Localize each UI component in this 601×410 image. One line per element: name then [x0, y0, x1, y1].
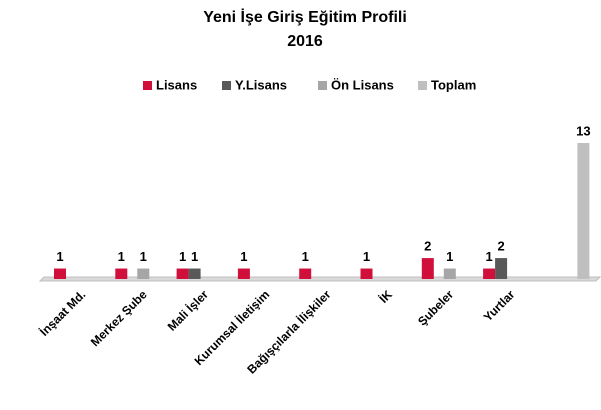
x-tick-label: Mali İşler [164, 287, 211, 334]
legend-label: Lisans [156, 77, 197, 92]
data-label: 2 [424, 239, 431, 254]
bar [495, 258, 508, 279]
data-label: 1 [56, 249, 63, 264]
chart-subtitle: 2016 [287, 33, 323, 50]
bar [115, 268, 128, 279]
data-label: 1 [179, 249, 186, 264]
bar [54, 268, 66, 279]
bar [176, 268, 189, 279]
data-label: 1 [240, 249, 247, 264]
data-label: 1 [191, 249, 198, 264]
x-tick-label: Şubeler [415, 287, 456, 328]
data-label: 2 [497, 239, 504, 254]
legend-swatch [418, 81, 427, 90]
legend-swatch [143, 81, 152, 90]
x-tick-label: İK [376, 287, 395, 306]
bar [237, 268, 250, 279]
bar [188, 268, 201, 279]
bar [421, 258, 434, 279]
bar [577, 143, 590, 279]
bar [483, 268, 496, 279]
bar [137, 268, 150, 279]
data-label: 1 [140, 249, 147, 264]
legend-label: Toplam [431, 77, 476, 92]
data-label: 1 [302, 249, 309, 264]
bar [360, 268, 373, 279]
legend-swatch [318, 81, 327, 90]
bar [443, 268, 456, 279]
x-tick-label: Merkez Şube [88, 287, 150, 349]
bar [299, 268, 312, 279]
data-label: 1 [446, 249, 453, 264]
data-label: 13 [576, 123, 590, 138]
legend-label: Y.Lisans [235, 77, 287, 92]
chart-title: Yeni İşe Giriş Eğitim Profili [203, 8, 407, 26]
legend-label: Ön Lisans [331, 77, 394, 92]
data-label: 1 [363, 249, 370, 264]
legend-swatch [222, 81, 231, 90]
data-label: 1 [118, 249, 125, 264]
x-tick-label: İnşaat Md. [36, 287, 88, 339]
x-tick-label: Yurtlar [481, 287, 518, 324]
data-label: 1 [485, 249, 492, 264]
